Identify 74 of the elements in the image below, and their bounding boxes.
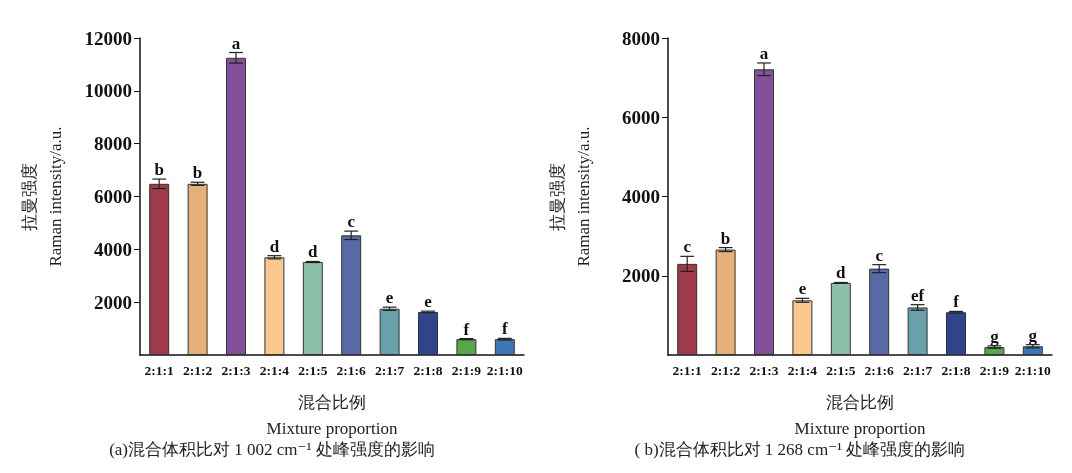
data-label: c: [347, 212, 356, 232]
x-tick-label: 2:1:5: [826, 362, 856, 378]
x-tick-label: 2:1:2: [710, 362, 741, 378]
y-tick-label: 12000: [84, 27, 132, 49]
data-label: a: [231, 33, 241, 53]
bar: [494, 339, 515, 355]
bar: [792, 300, 813, 355]
data-label: b: [192, 163, 203, 183]
y-tick-label: 8000: [622, 27, 660, 49]
bar: [830, 282, 851, 355]
bar: [302, 262, 323, 355]
x-tick-label: 2:1:10: [1014, 362, 1052, 378]
bar: [149, 183, 170, 355]
data-label: d: [269, 236, 280, 256]
x-tick-label: 2:1:5: [298, 362, 328, 378]
x-tick-label: 2:1:4: [787, 362, 818, 378]
y-tick-label: 2000: [622, 265, 660, 287]
y-tick-label: 8000: [94, 133, 132, 155]
bar: [264, 257, 285, 355]
bar: [907, 307, 928, 355]
x-tick-label: 2:1:8: [941, 362, 971, 378]
x-tick-label: 2:1:9: [451, 362, 482, 378]
data-label: a: [759, 43, 769, 63]
bar: [677, 263, 698, 355]
y-tick-label: 4000: [94, 238, 132, 260]
x-tick-label: 2:1:6: [864, 362, 895, 378]
bar: [754, 69, 774, 355]
bar: [946, 312, 966, 355]
data-label: g: [990, 326, 1000, 346]
x-tick-label: 2:1:8: [413, 362, 443, 378]
bar: [869, 268, 890, 355]
bar: [226, 57, 246, 355]
bar: [715, 249, 736, 355]
x-tick-label: 2:1:4: [259, 362, 290, 378]
data-label: f: [953, 292, 960, 312]
bar: [379, 308, 400, 355]
data-label: e: [424, 292, 433, 312]
y-tick-label: 6000: [622, 106, 660, 128]
y-tick-label: 6000: [94, 186, 132, 207]
x-tick-label: 2:1:9: [979, 362, 1010, 378]
x-tick-label: 2:1:3: [221, 362, 251, 378]
x-tick-label: 2:1:2: [182, 362, 213, 378]
data-label: b: [154, 160, 164, 180]
data-label: f: [463, 319, 470, 339]
y-tick-label: 2000: [94, 291, 132, 313]
x-axis-title: 混合比例 Mixture proportion: [266, 392, 398, 438]
text: (a)混合体积比对 1 002 cm⁻¹ 处峰强度的影响: [109, 440, 435, 459]
data-label: b: [720, 228, 731, 248]
x-tick-label: 2:1:10: [486, 362, 524, 378]
x-tick-label: 2:1:7: [902, 362, 933, 378]
data-label: d: [836, 263, 847, 283]
data-label: c: [683, 237, 692, 257]
data-label: f: [501, 319, 508, 339]
y-axis-title: 拉曼强度 Raman intensity/a.u.: [547, 126, 593, 267]
bar: [456, 339, 477, 355]
data-label: ef: [910, 285, 925, 305]
bar: [418, 311, 438, 355]
data-label: c: [875, 245, 884, 265]
y-tick-label: 4000: [622, 186, 660, 207]
data-label: e: [385, 288, 394, 308]
data-label: d: [308, 242, 319, 262]
x-tick-label: 2:1:1: [672, 362, 703, 378]
x-axis-title: 混合比例 Mixture proportion: [794, 392, 926, 438]
text: ( b)混合体积比对 1 268 cm⁻¹ 处峰强度的影响: [634, 440, 966, 459]
y-axis-title: 拉曼强度 Raman intensity/a.u.: [19, 126, 65, 267]
data-label: e: [798, 279, 807, 299]
x-tick-label: 2:1:1: [144, 362, 175, 378]
x-tick-label: 2:1:6: [336, 362, 367, 378]
bar: [187, 183, 208, 355]
x-tick-label: 2:1:3: [749, 362, 779, 378]
bar: [341, 235, 362, 355]
y-tick-label: 10000: [84, 80, 132, 102]
x-tick-label: 2:1:7: [374, 362, 405, 378]
data-label: g: [1028, 325, 1038, 345]
